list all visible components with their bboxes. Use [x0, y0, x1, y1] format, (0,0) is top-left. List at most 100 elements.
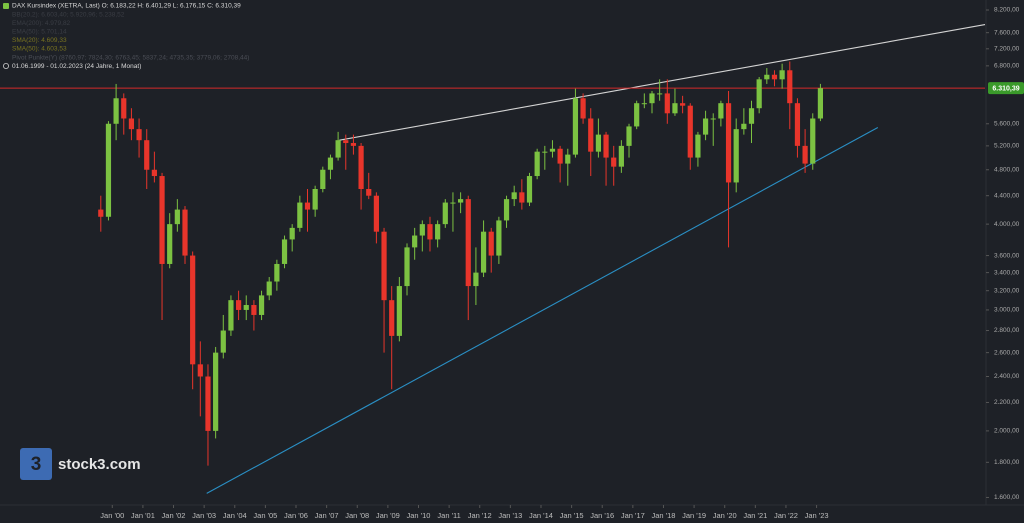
y-tick-label: 3.000,00: [994, 307, 1020, 314]
candle-body: [496, 220, 502, 256]
x-tick-label: Jan '10: [407, 511, 431, 520]
x-tick-label: Jan '03: [192, 511, 216, 520]
candle-body: [258, 295, 265, 315]
candle-body: [358, 145, 364, 190]
candle-body: [190, 255, 196, 365]
x-tick-label: Jan '05: [253, 511, 277, 520]
candle-body: [473, 272, 479, 287]
candle-body: [488, 231, 494, 256]
y-tick-label: 7.200,00: [994, 46, 1020, 53]
candle-body: [335, 140, 341, 158]
candle-body: [289, 227, 295, 240]
logo-box: [20, 448, 52, 480]
candle-body: [297, 202, 303, 228]
candle-body: [235, 300, 242, 310]
last-price-label: 6.310,39: [992, 85, 1019, 92]
candle-body: [794, 103, 801, 146]
candle-body: [603, 134, 609, 158]
x-tick-label: Jan '23: [805, 511, 829, 520]
candle-body: [366, 189, 372, 196]
candle-body: [557, 148, 563, 164]
x-tick-label: Jan '17: [621, 511, 645, 520]
y-tick-label: 2.600,00: [994, 349, 1020, 356]
candle-body: [243, 305, 249, 310]
y-tick-label: 4.000,00: [994, 221, 1020, 228]
candle-body: [144, 140, 150, 170]
y-tick-label: 5.600,00: [994, 120, 1020, 127]
candle-body: [672, 103, 678, 114]
candle-body: [274, 263, 280, 282]
header-line: SMA(20): 4.609,33: [12, 37, 67, 44]
logo-mark: 3: [31, 454, 42, 475]
y-tick-label: 6.800,00: [994, 63, 1020, 70]
y-tick-label: 1.800,00: [994, 459, 1020, 466]
candle-body: [511, 192, 517, 200]
header-line: BB(20,2): 6.603,40; 5.920,96; 5.238,52: [12, 11, 125, 18]
header-line: Pivot Punkte(Y) (8760,97; 7824,30; 6763,…: [12, 54, 249, 61]
y-tick-label: 4.400,00: [994, 192, 1020, 199]
x-tick-label: Jan '01: [131, 511, 155, 520]
x-tick-label: Jan '16: [590, 511, 614, 520]
candle-body: [664, 93, 670, 114]
logo-text: stock3.com: [58, 456, 141, 473]
candle-body: [220, 330, 226, 353]
candle-body: [725, 103, 732, 183]
candle-body: [641, 103, 647, 105]
candle-body: [98, 209, 104, 217]
y-tick-label: 7.600,00: [994, 29, 1020, 36]
header-line: DAX Kursindex (XETRA, Last) O: 6.183,22 …: [12, 3, 241, 10]
candle-body: [427, 224, 433, 240]
candle-body: [228, 300, 234, 331]
trendline: [206, 127, 879, 494]
header-line: EMA(200): 4.979,82: [12, 20, 71, 27]
candle-body: [817, 88, 824, 119]
y-tick-label: 3.400,00: [994, 269, 1020, 276]
candle-body: [205, 376, 211, 431]
candle-body: [618, 145, 624, 167]
candle-body: [343, 140, 349, 144]
x-tick-label: Jan '00: [100, 511, 124, 520]
candle-body: [695, 134, 701, 158]
x-tick-label: Jan '19: [682, 511, 706, 520]
candle-body: [565, 154, 571, 164]
candle-body: [373, 195, 379, 232]
x-tick-label: Jan '21: [743, 511, 767, 520]
candle-body: [626, 126, 632, 146]
candle-body: [197, 364, 203, 377]
symbol-icon: [3, 3, 9, 9]
candle-body: [549, 148, 556, 152]
candle-body: [465, 199, 471, 287]
candle-body: [182, 209, 188, 256]
x-tick-label: Jan '04: [223, 511, 247, 520]
candle-body: [542, 151, 548, 153]
candle-body: [412, 235, 418, 248]
y-tick-label: 1.600,00: [994, 494, 1020, 501]
candle-body: [702, 118, 709, 135]
candle-body: [580, 98, 586, 119]
logo: 3 stock3.com: [20, 448, 141, 480]
candle-body: [756, 79, 762, 109]
x-tick-label: Jan '20: [713, 511, 737, 520]
x-tick-label: Jan '09: [376, 511, 400, 520]
candle-body: [312, 189, 318, 210]
candle-body: [595, 134, 602, 152]
y-tick-label: 3.200,00: [994, 287, 1020, 294]
candle-body: [121, 98, 127, 119]
y-tick-label: 5.200,00: [994, 143, 1020, 150]
candle-body: [748, 108, 755, 124]
x-tick-label: Jan '06: [284, 511, 308, 520]
y-tick-label: 8.200,00: [994, 7, 1020, 14]
candle-body: [687, 105, 693, 158]
x-tick-label: Jan '02: [162, 511, 186, 520]
candle-body: [802, 145, 808, 164]
x-tick-label: Jan '13: [498, 511, 522, 520]
candle-body: [733, 129, 739, 183]
candle-body: [649, 93, 655, 104]
y-tick-label: 2.200,00: [994, 399, 1020, 406]
candle-body: [787, 70, 793, 104]
candle-body: [320, 169, 326, 190]
candle-body: [519, 192, 525, 203]
candle-body: [588, 118, 594, 152]
y-tick-label: 3.600,00: [994, 252, 1020, 259]
